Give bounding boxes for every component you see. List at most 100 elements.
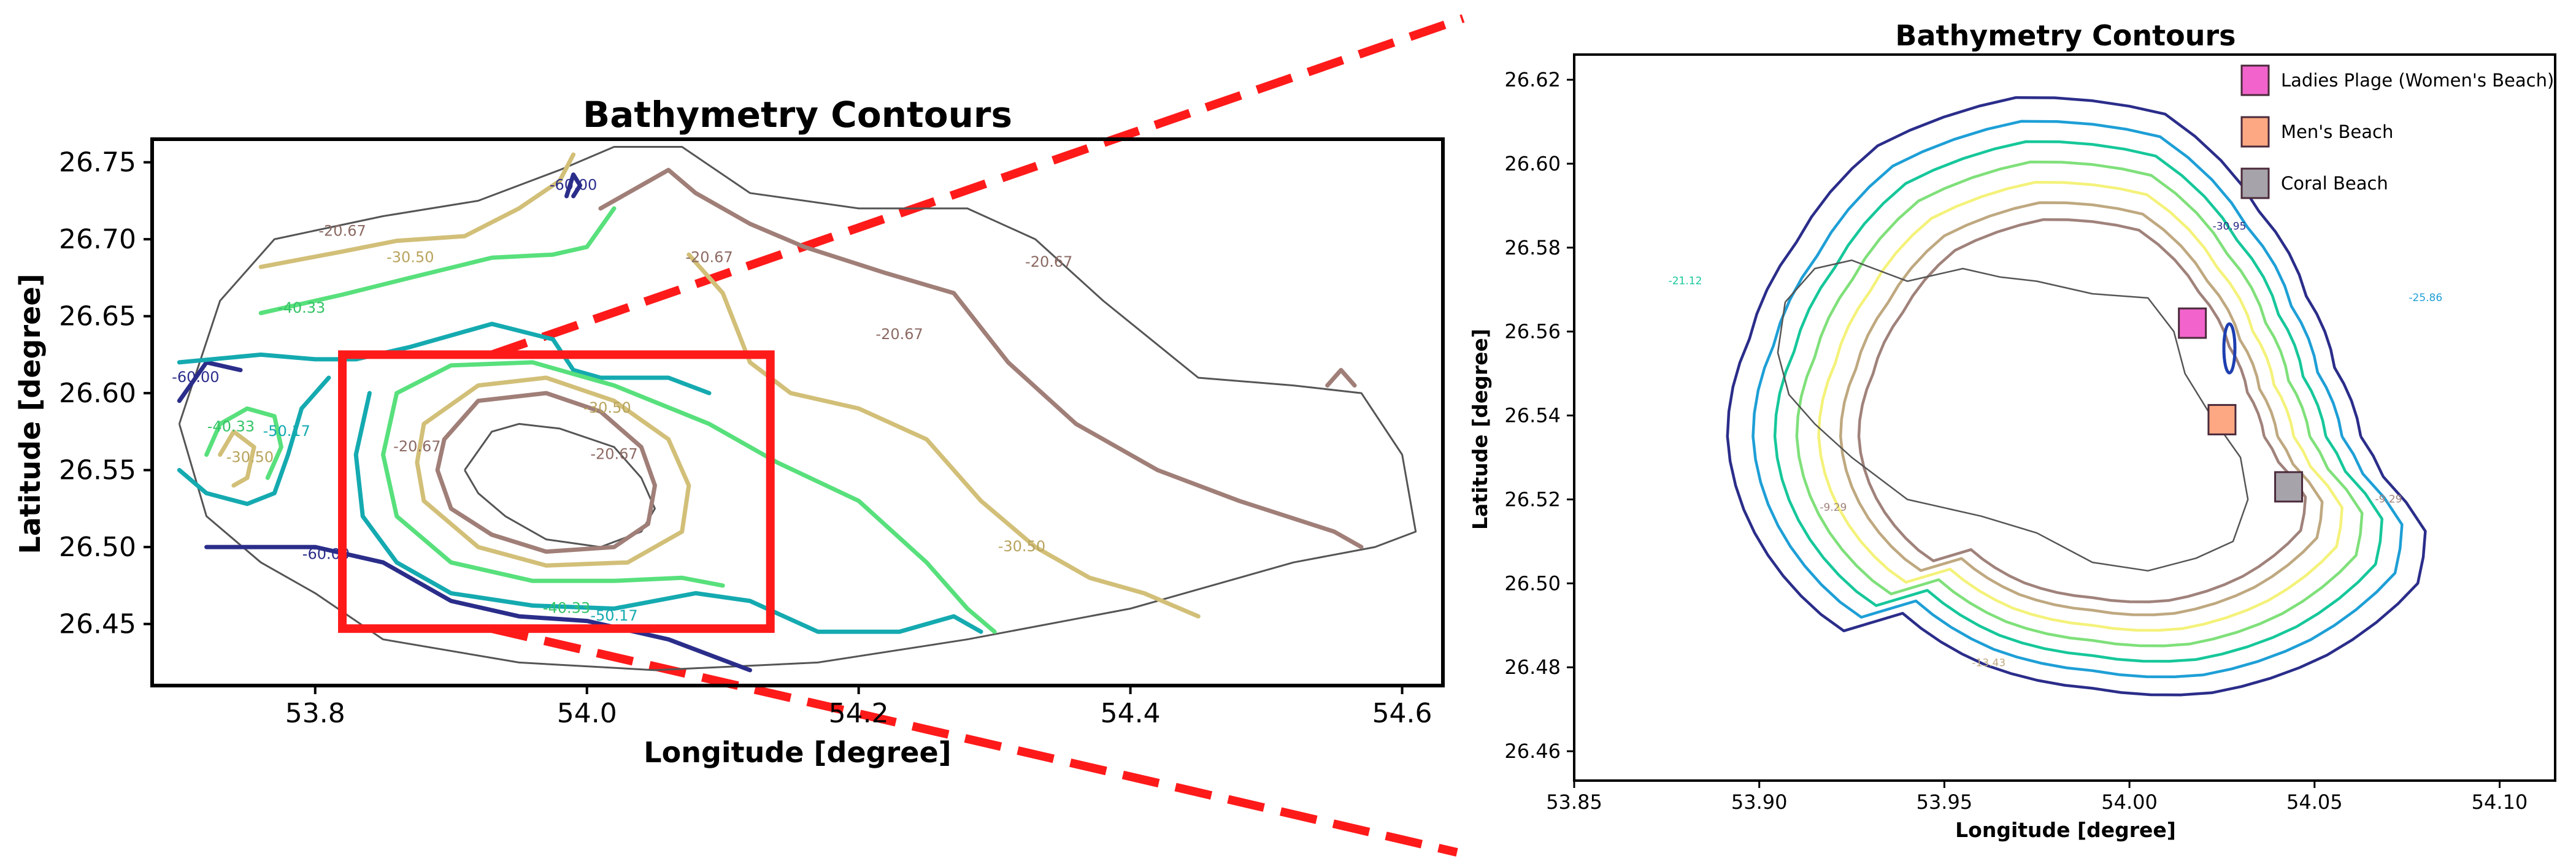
contour-line [218,429,256,488]
contour-label: -21.12 [1669,275,1702,288]
y-tick-label: 26.58 [1504,236,1561,259]
overview-chart: Bathymetry Contours Longitude [degree] L… [13,94,1445,769]
x-tick-label: 54.00 [2101,790,2158,814]
y-tick-label: 26.48 [1504,656,1561,679]
y-tick-label: 26.55 [59,455,136,486]
x-tick-label: 54.10 [2472,790,2528,814]
legend-swatch [2240,116,2270,148]
contour-line [381,391,725,588]
zoom-connector-top [490,14,1465,359]
contour-label: -20.67 [393,438,440,455]
x-tick-label: 54.6 [1372,698,1432,729]
contour-ring [1839,201,2324,616]
x-tick-label: 54.4 [1101,698,1161,729]
y-tick-label: 26.56 [1504,320,1561,343]
overview-title: Bathymetry Contours [583,94,1012,136]
y-tick-label: 26.65 [59,301,136,332]
contour-ring [1857,218,2307,603]
inset-plot-content: -21.12 -30.95 -25.86 -9.29 -9.29 -13.43 [1669,96,2442,697]
contour-line [204,406,283,480]
y-tick-label: 26.46 [1504,740,1561,763]
y-tick-label: 26.75 [59,147,136,178]
contour-label: -30.50 [386,248,434,266]
contour-label: -20.67 [1025,253,1072,270]
x-tick-label: 54.2 [829,698,889,729]
contour-label: -9.29 [1820,502,1847,514]
inset-legend: Ladies Plage (Women's Beach) Men's Beach C… [2240,64,2554,199]
island-coastline [1777,259,2249,572]
inset-chart: Bathymetry Contours Longitude [degree] L… [1468,19,2556,842]
contour-ring [1726,96,2427,697]
overview-y-axis-label: Latitude [degree] [13,273,47,554]
contour-line [435,391,657,554]
contour-line [415,375,691,568]
contour-label: -20.67 [318,223,366,240]
contour-line [204,545,752,673]
contour-label: -40.33 [278,299,325,316]
x-tick-label: 53.95 [1917,790,1973,814]
y-tick-label: 26.54 [1504,404,1561,427]
x-tick-label: 53.85 [1546,790,1602,814]
y-tick-label: 26.60 [1504,152,1561,175]
y-tick-label: 26.50 [1504,572,1561,595]
legend-label: Ladies Plage (Women's Beach) [2281,70,2554,91]
contour-label: -40.33 [543,600,590,617]
y-tick-label: 26.52 [1504,487,1561,511]
inset-axis-ticks: 53.85 53.90 53.95 54.00 54.05 54.10 26.46 26.48… [1504,68,2528,814]
overview-plot-content: -20.67 -30.50 -40.33 -60.00 -40.33 -30.50 -50.… [172,146,1417,673]
contour-line [177,360,243,403]
x-tick-label: 53.90 [1731,790,1788,814]
inset-x-axis-label: Longitude [degree] [1955,818,2176,842]
beach-marker [2207,403,2237,435]
inset-title: Bathymetry Contours [1895,19,2236,52]
contour-label: -9.29 [2375,493,2402,505]
contour-ring [1773,140,2384,663]
contour-label: -25.86 [2409,292,2442,304]
contour-label: -20.67 [875,326,923,343]
legend-label: Coral Beach [2281,173,2388,194]
coastline-islet [464,422,656,548]
contour-label: -13.43 [1972,657,2005,669]
x-tick-label: 53.8 [285,698,345,729]
contour-label: -30.50 [226,449,274,466]
x-tick-label: 54.05 [2286,790,2343,814]
contour-line [564,172,583,199]
inset-plot-frame [1573,53,2556,782]
zoom-connectors [490,14,1465,857]
y-tick-label: 26.60 [59,378,136,409]
zoom-box [338,350,775,633]
legend-label: Men's Beach [2281,121,2393,142]
y-tick-label: 26.70 [59,224,136,255]
channel-contour [2222,322,2237,375]
contour-label: -40.33 [207,418,255,435]
overview-plot-frame [150,137,1445,687]
contour-line [258,206,617,316]
contour-label: -20.67 [590,446,637,463]
overview-x-axis-label: Longitude [degree] [644,736,951,769]
inset-y-axis-label: Latitude [degree] [1468,329,1492,530]
contour-line [177,321,712,396]
contour-label: -30.95 [2213,221,2247,233]
y-tick-label: 26.50 [59,532,136,563]
contour-line [1325,368,1357,388]
contour-label: -30.50 [583,399,631,416]
contour-label: -20.67 [685,248,732,266]
contour-ring [1817,181,2343,632]
zoom-connector-bottom [491,624,1458,857]
contour-line [353,391,983,634]
y-tick-label: 26.45 [59,609,136,640]
contour-label: -50.17 [590,607,637,624]
contour-line [598,167,1364,549]
contour-label: -50.17 [263,422,310,440]
contour-label: -60.00 [172,369,219,386]
legend-swatch [2240,167,2270,199]
contour-line [394,360,997,634]
legend-swatch [2240,64,2270,96]
contour-ring [1795,160,2364,648]
overview-axis-ticks: 53.8 54.0 54.2 54.4 54.6 26.45 26.50 26.55 26.60… [59,147,1432,729]
x-tick-label: 54.0 [557,698,617,729]
beach-marker [2274,471,2304,503]
contour-ring [1751,120,2404,678]
coastline-main [178,146,1417,671]
